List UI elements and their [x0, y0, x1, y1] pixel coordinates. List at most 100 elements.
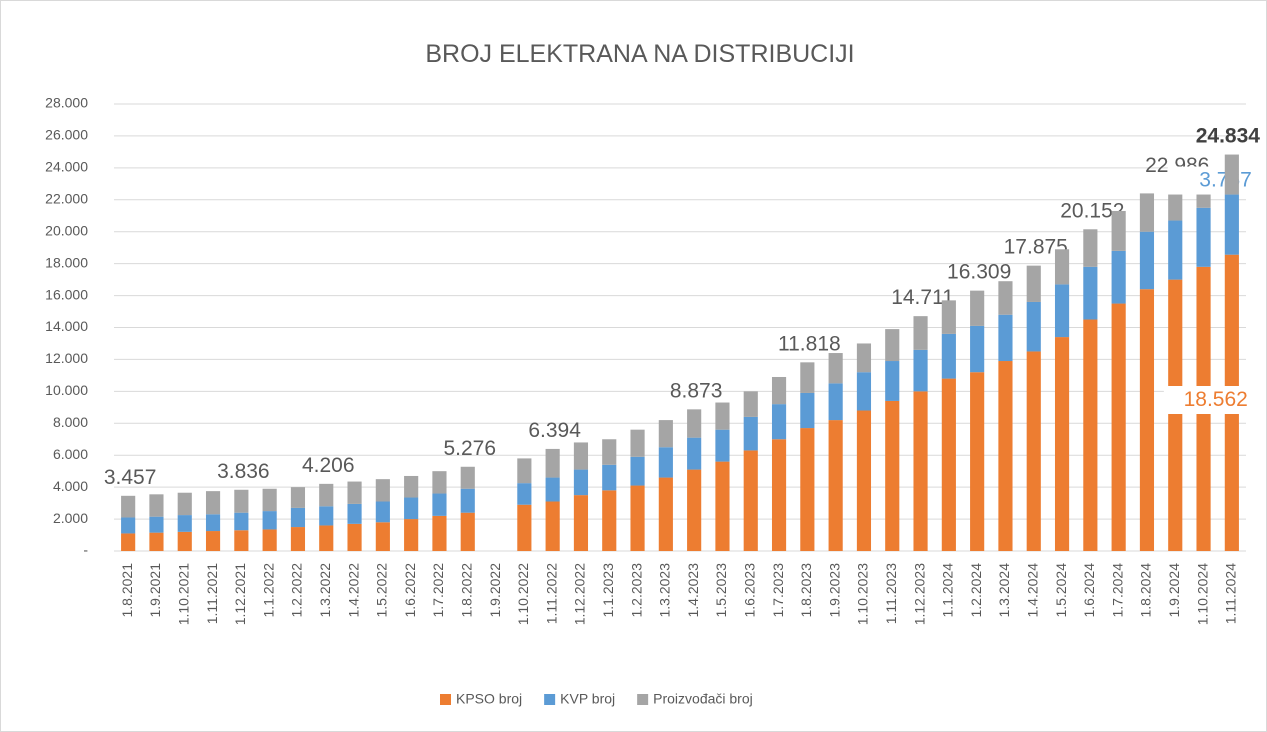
x-tick-label: 1.11.2022 — [543, 563, 559, 624]
bar-segment — [885, 361, 900, 401]
y-tick-label: 24.000 — [45, 159, 88, 175]
bar-segment — [1224, 154, 1239, 195]
x-tick-label: 1.11.2024 — [1223, 563, 1239, 624]
bar-segment — [404, 497, 419, 520]
bar-segment — [743, 450, 758, 551]
bar-segment — [1139, 193, 1155, 232]
value-label-bg — [1167, 166, 1254, 195]
bar-segment — [941, 300, 956, 334]
total-label: 4.206 — [302, 454, 355, 477]
total-label: 16.309 — [947, 261, 1011, 284]
bar-segment — [800, 392, 815, 429]
bar-segment — [177, 531, 192, 551]
bar-segment — [319, 525, 334, 551]
x-tick-label: 1.2.2022 — [289, 563, 305, 618]
x-tick-label: 1.7.2022 — [430, 563, 446, 618]
y-tick-label: 12.000 — [45, 350, 88, 366]
y-tick-label: 4.000 — [53, 478, 88, 494]
bar-segment — [970, 372, 985, 551]
bar-segment — [460, 466, 475, 489]
bar-segment — [771, 439, 787, 551]
x-tick-label: 1.8.2024 — [1138, 563, 1154, 618]
x-tick-label: 1.6.2022 — [402, 563, 418, 618]
x-tick-label: 1.8.2021 — [119, 563, 135, 618]
x-tick-label: 1.3.2023 — [657, 563, 673, 618]
bar-segment — [432, 471, 447, 494]
bar-segment — [1083, 266, 1098, 320]
bar-segment — [1026, 301, 1041, 352]
bar-segment — [290, 487, 306, 508]
legend-label: KPSO broj — [456, 691, 522, 707]
x-tick-label: 1.4.2024 — [1024, 563, 1040, 618]
bar-segment — [177, 492, 192, 516]
y-tick-label: 20.000 — [45, 222, 88, 238]
bar-segment — [658, 420, 673, 448]
x-tick-label: 1.11.2021 — [204, 563, 220, 624]
bar-segment — [460, 512, 475, 551]
bar-segment — [1139, 231, 1155, 290]
x-tick-label: 1.4.2022 — [345, 563, 361, 618]
y-tick-label: 2.000 — [53, 510, 88, 526]
bar-segment — [913, 391, 928, 551]
x-tick-label: 1.5.2024 — [1053, 563, 1069, 618]
bar-segment — [545, 448, 560, 478]
bar-segment — [1168, 220, 1183, 280]
bar-segment — [375, 522, 390, 551]
y-tick-label: 18.000 — [45, 254, 88, 270]
bar-segment — [177, 515, 192, 532]
bar-segment — [602, 439, 617, 465]
bar-segment — [1083, 229, 1098, 267]
bar-segment — [1139, 289, 1155, 551]
bar-segment — [771, 404, 787, 440]
bar-segment — [913, 349, 928, 392]
x-tick-label: 1.6.2023 — [741, 563, 757, 618]
bar-segment — [630, 485, 645, 551]
bar-segment — [771, 376, 787, 405]
bar-segment — [432, 493, 447, 516]
bar-segment — [234, 512, 249, 531]
total-label: 14.711 — [891, 286, 954, 309]
total-label: 8.873 — [670, 379, 723, 402]
value-label-group: 18.562 — [1163, 386, 1250, 414]
bar-segment — [998, 361, 1013, 551]
y-tick-label: 6.000 — [53, 446, 88, 462]
bar-segment — [149, 516, 164, 533]
bar-segment — [828, 353, 843, 384]
bar-segment — [602, 464, 617, 491]
bar-segment — [205, 491, 221, 515]
legend-label: Proizvođači broj — [653, 691, 753, 707]
total-label: 5.276 — [443, 437, 496, 460]
y-tick-label: 8.000 — [53, 414, 88, 430]
legend-label: KVP broj — [560, 691, 615, 707]
bar-segment — [262, 529, 277, 551]
bar-segment — [347, 523, 362, 551]
x-tick-label: 1.9.2022 — [487, 563, 503, 618]
bar-segment — [573, 442, 589, 470]
x-tick-label: 1.2.2024 — [968, 563, 984, 618]
x-tick-label: 1.12.2021 — [232, 563, 248, 625]
bar-segment — [149, 532, 164, 551]
x-tick-label: 1.9.2021 — [147, 563, 163, 618]
bar-segment — [715, 461, 730, 551]
total-label: 3.457 — [104, 466, 157, 489]
bar-segment — [800, 362, 815, 393]
legend-swatch — [544, 694, 556, 705]
bar-segment — [319, 483, 334, 507]
x-tick-label: 1.10.2024 — [1194, 563, 1210, 625]
bar-segment — [432, 515, 447, 551]
bar-segment — [404, 475, 419, 498]
x-tick-label: 1.1.2023 — [600, 563, 616, 618]
x-tick-label: 1.1.2024 — [940, 563, 956, 618]
bar-segment — [205, 514, 221, 532]
bar-segment — [1026, 265, 1041, 302]
bar-segment — [687, 409, 702, 438]
bar-segment — [290, 507, 306, 528]
total-label: 3.836 — [217, 460, 270, 483]
total-label: 6.394 — [528, 419, 581, 442]
y-tick-label: 16.000 — [45, 286, 88, 302]
bar-segment — [941, 378, 956, 551]
bar-segment — [715, 429, 730, 462]
y-tick-label: 10.000 — [45, 382, 88, 398]
x-tick-label: 1.7.2024 — [1109, 563, 1125, 618]
bar-segment — [545, 477, 560, 502]
